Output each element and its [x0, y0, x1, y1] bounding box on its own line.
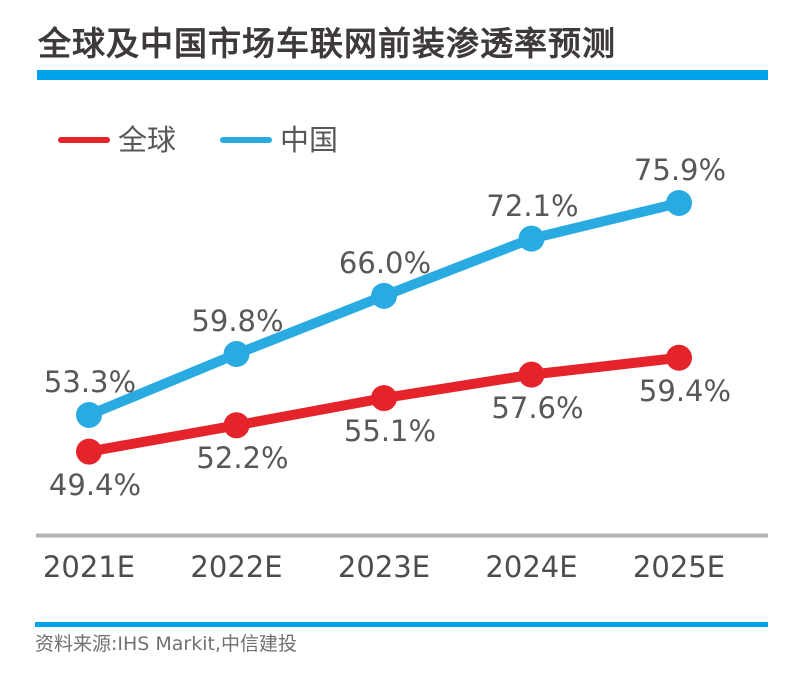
- x-axis-label: 2024E: [485, 550, 578, 584]
- value-label: 57.6%: [491, 390, 584, 425]
- value-label: 72.1%: [486, 188, 579, 223]
- x-axis-label: 2023E: [337, 550, 431, 584]
- legend-swatch: [58, 137, 110, 143]
- chart-title: 全球及中国市场车联网前装渗透率预测: [38, 24, 616, 63]
- x-axis-label: 2021E: [42, 550, 136, 584]
- legend-item-全球: 全球: [58, 124, 176, 156]
- value-label: 49.4%: [48, 467, 142, 502]
- data-point: [518, 361, 545, 388]
- value-label: 75.9%: [633, 152, 727, 187]
- data-point: [76, 438, 102, 465]
- data-point: [76, 401, 102, 428]
- value-label: 55.1%: [343, 414, 437, 449]
- data-point: [371, 385, 397, 412]
- data-point: [518, 225, 545, 252]
- value-label: 52.2%: [196, 441, 289, 476]
- data-point: [666, 344, 692, 371]
- value-label: 59.8%: [191, 304, 284, 339]
- title-underline-bar: [37, 70, 768, 80]
- legend: 全球 中国: [58, 124, 338, 156]
- x-axis-label: 2025E: [632, 550, 726, 584]
- value-label: 53.3%: [43, 364, 137, 399]
- value-label: 66.0%: [338, 245, 432, 280]
- legend-label: 中国: [280, 123, 339, 157]
- data-point: [223, 341, 250, 368]
- data-point: [666, 189, 692, 216]
- legend-label: 全球: [118, 123, 177, 157]
- data-point: [223, 412, 250, 439]
- legend-item-中国: 中国: [220, 124, 338, 156]
- footer-rule-bar: [35, 622, 768, 627]
- source-note: 资料来源:IHS Markit,中信建投: [35, 633, 298, 655]
- value-label: 59.4%: [638, 373, 732, 408]
- x-axis-label: 2022E: [190, 550, 283, 584]
- data-point: [371, 282, 397, 309]
- legend-swatch: [220, 137, 273, 143]
